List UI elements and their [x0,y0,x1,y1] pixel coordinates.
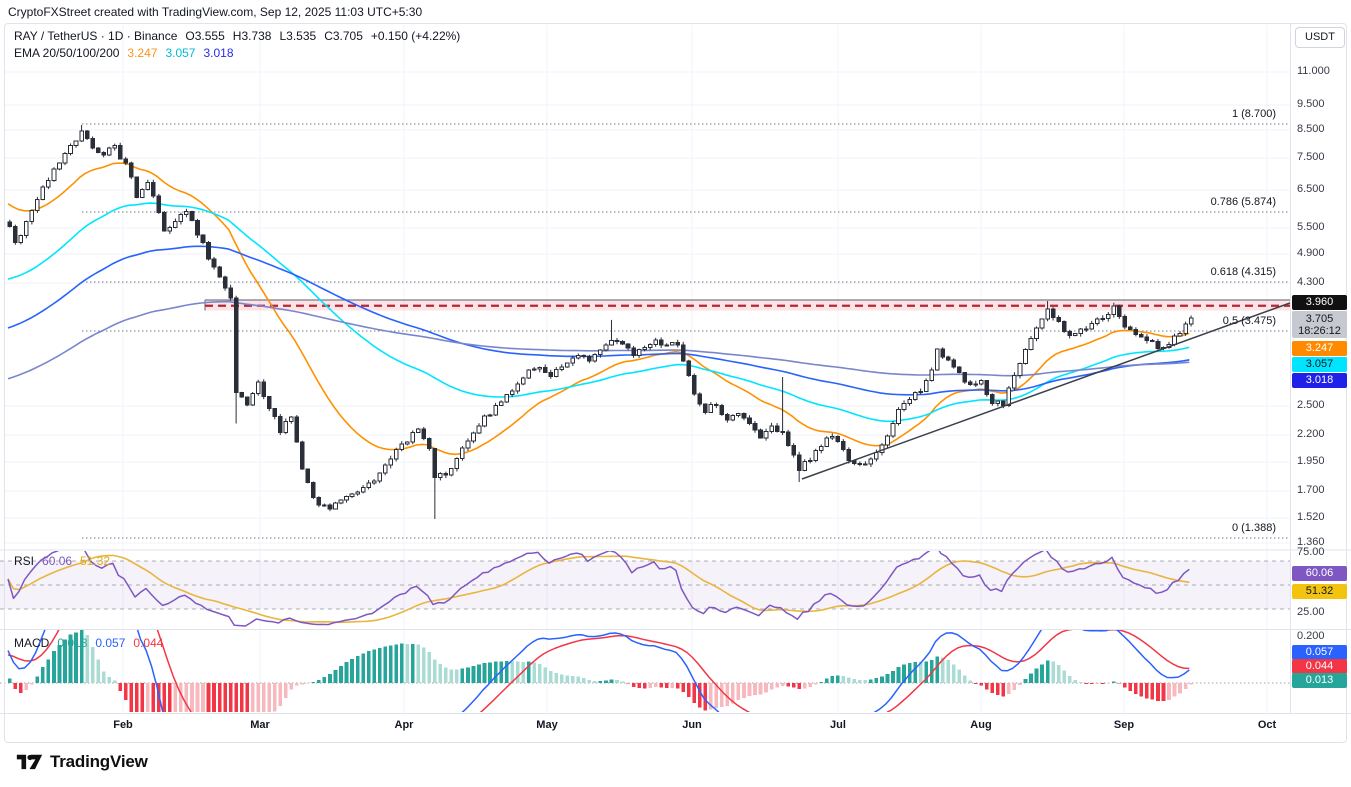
macd-hist-badge: 0.013 [1292,673,1347,688]
currency-unit-button[interactable]: USDT [1295,27,1345,48]
ema100-price-badge: 3.018 [1292,373,1347,388]
macd-signal-badge: 0.044 [1292,659,1347,674]
macd-legend: MACD 0.013 0.057 0.044 [14,636,163,650]
ohlc-change: +0.150 (+4.22%) [370,29,461,43]
macd-axis-tick: 0.200 [1297,630,1325,642]
ema-value-2: 3.018 [203,46,234,60]
price-axis-tick: 9.500 [1297,98,1325,110]
symbol-title: RAY / TetherUS · 1D · Binance [14,29,178,43]
fib-level-label: 1 (8.700) [1231,108,1276,120]
rsi-value-badge: 60.06 [1292,566,1347,581]
rsi-value-0: 60.06 [42,554,73,568]
time-axis-month-label[interactable]: May [536,719,558,731]
tradingview-wordmark: TradingView [50,751,148,771]
time-axis-month-label[interactable]: Feb [113,719,133,731]
resistance-price-badge: 3.960 [1292,295,1347,310]
time-axis-month-label[interactable]: Jun [682,719,702,731]
price-axis-tick: 11.000 [1297,65,1330,77]
price-axis-tick: 2.200 [1297,428,1325,440]
macd-value-2: 0.044 [133,636,164,650]
ohlc-open: O3.555 [185,29,225,43]
ohlc-low: L3.535 [279,29,317,43]
credit-line: CryptoFXStreet created with TradingView.… [8,5,423,19]
last-price-badge: 3.705 18:26:12 [1292,311,1347,338]
ohlc-high: H3.738 [232,29,272,43]
ohlc-close: C3.705 [324,29,363,43]
fib-level-label: 0.618 (4.315) [1210,266,1276,278]
time-axis-month-label[interactable]: Aug [970,719,992,731]
ema-value-0: 3.247 [127,46,158,60]
ema-value-1: 3.057 [165,46,196,60]
macd-label: MACD [14,636,50,650]
rsi-value-1: 51.32 [80,554,111,568]
macd-value-0: 0.013 [57,636,88,650]
macd-value-1: 0.057 [95,636,126,650]
ema-legend: EMA 20/50/100/200 3.247 3.057 3.018 [14,46,234,60]
ema-label: EMA 20/50/100/200 [14,46,120,60]
fib-level-label: 0 (1.388) [1231,522,1276,534]
price-axis-tick: 2.500 [1297,399,1325,411]
time-axis-month-label[interactable]: Apr [394,719,414,731]
price-axis-tick: 8.500 [1297,123,1325,135]
time-axis-month-label[interactable]: Mar [250,719,270,731]
rsi-axis-tick: 75.00 [1297,546,1325,558]
ema20-price-badge: 3.247 [1292,341,1347,356]
tradingview-logo-icon [16,754,43,770]
fib-level-label: 0.5 (3.475) [1222,315,1276,327]
price-axis-tick: 4.300 [1297,276,1325,288]
price-axis-tick: 1.360 [1297,536,1325,548]
price-axis-tick: 5.500 [1297,221,1325,233]
time-axis-month-label[interactable]: Jul [830,719,846,731]
price-axis-tick: 1.950 [1297,455,1325,467]
price-axis-tick: 1.700 [1297,484,1325,496]
rsi-ma-badge: 51.32 [1292,584,1347,599]
rsi-axis-tick: 25.00 [1297,606,1325,618]
price-axis-tick: 1.520 [1297,511,1325,523]
price-axis-tick: 6.500 [1297,183,1325,195]
macd-line-badge: 0.057 [1292,645,1347,660]
rsi-label: RSI [14,554,35,568]
rsi-legend: RSI 60.06 51.32 [14,554,110,568]
symbol-legend: RAY / TetherUS · 1D · Binance O3.555 H3.… [14,29,460,43]
price-axis-tick: 4.900 [1297,247,1325,259]
price-axis-tick: 7.500 [1297,151,1325,163]
fib-level-label: 0.786 (5.874) [1210,196,1276,208]
tradingview-brand[interactable]: TradingView [16,750,148,773]
ema50-price-badge: 3.057 [1292,357,1347,372]
time-axis-month-label[interactable]: Oct [1257,719,1277,731]
time-axis-month-label[interactable]: Sep [1113,719,1135,731]
